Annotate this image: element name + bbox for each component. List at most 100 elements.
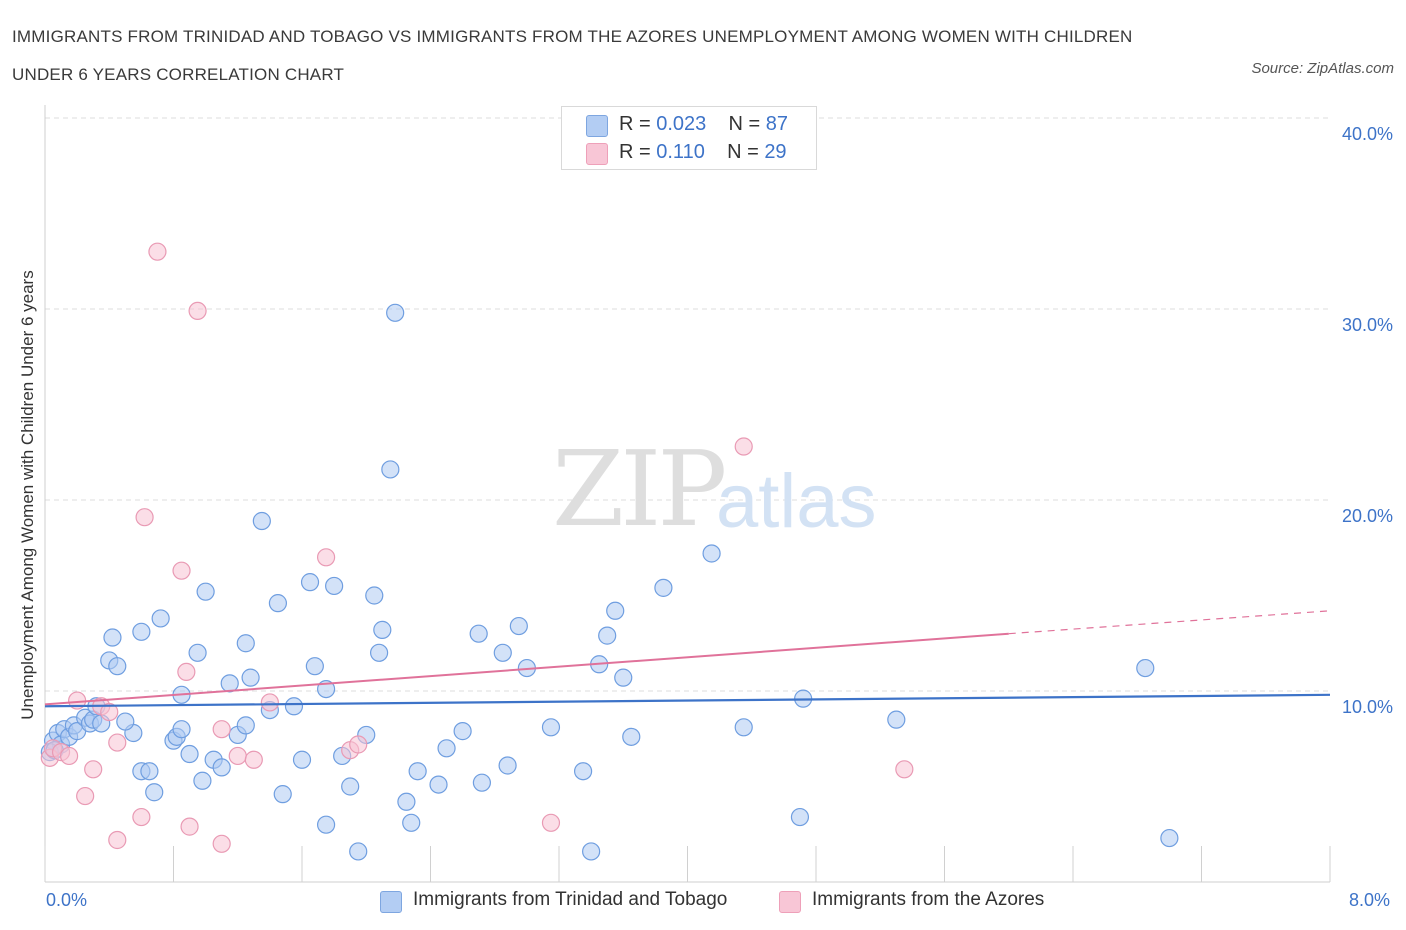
correlation-legend: R = 0.023 N = 87 R = 0.110 N = 29 <box>561 106 817 170</box>
bottom-legend-swatch-pink <box>779 891 801 913</box>
point-azores <box>135 508 154 527</box>
point-trinidad <box>614 668 633 687</box>
x-tick-max: 8.0% <box>1349 890 1391 910</box>
point-trinidad <box>397 792 416 811</box>
point-azores <box>76 786 95 806</box>
point-trinidad <box>305 657 324 676</box>
point-azores <box>734 437 753 456</box>
point-trinidad <box>292 750 312 769</box>
point-trinidad <box>103 628 122 647</box>
bottom-legend-swatch-blue <box>380 891 402 913</box>
point-azores <box>188 301 207 321</box>
legend-r-label: R = <box>619 141 657 163</box>
trend-line-trinidad <box>44 693 1331 708</box>
point-trinidad <box>437 739 456 758</box>
point-azores <box>212 834 231 853</box>
legend-r-value: 0.110 <box>656 141 705 163</box>
point-trinidad <box>268 594 288 613</box>
point-trinidad <box>180 744 199 764</box>
point-azores <box>180 817 199 836</box>
point-azores <box>84 760 103 779</box>
y-tick-40: 40.0% <box>1341 124 1393 144</box>
legend-swatch-blue <box>586 115 608 137</box>
watermark-atlas: atlas <box>716 459 877 544</box>
point-trinidad <box>606 601 625 620</box>
point-trinidad <box>188 643 207 662</box>
point-trinidad <box>151 609 170 628</box>
point-trinidad <box>241 668 260 687</box>
legend-r-value: 0.023 <box>656 113 707 135</box>
point-trinidad <box>284 697 304 716</box>
point-trinidad <box>140 762 159 781</box>
point-trinidad <box>622 727 641 746</box>
y-tick-30: 30.0% <box>1341 315 1393 335</box>
point-azores <box>316 548 336 567</box>
watermark: ZIP atlas <box>552 428 877 550</box>
point-trinidad <box>236 634 255 653</box>
point-trinidad <box>212 758 231 777</box>
point-azores <box>108 733 127 752</box>
point-azores <box>132 807 151 827</box>
point-trinidad <box>1136 658 1155 678</box>
point-trinidad <box>509 616 528 636</box>
point-trinidad <box>408 762 427 781</box>
point-azores <box>212 720 231 739</box>
point-azores <box>148 242 167 261</box>
point-azores <box>100 702 119 722</box>
point-trinidad <box>541 718 561 737</box>
point-trinidad <box>108 657 127 676</box>
point-trinidad <box>386 303 405 322</box>
trend-line-azores <box>44 632 1009 706</box>
chart-title: IMMIGRANTS FROM TRINIDAD AND TOBAGO VS I… <box>12 27 1133 84</box>
point-trinidad <box>172 720 191 739</box>
point-azores <box>244 750 263 769</box>
point-trinidad <box>193 771 212 790</box>
y-tick-10: 10.0% <box>1341 697 1393 717</box>
point-trinidad <box>453 722 472 741</box>
point-trinidad <box>300 573 320 592</box>
point-trinidad <box>341 777 360 796</box>
bottom-legend-label-pink: Immigrants from the Azores <box>812 889 1045 910</box>
point-trinidad <box>472 773 491 792</box>
point-trinidad <box>365 586 384 605</box>
point-trinidad <box>598 626 617 645</box>
source-label: Source: ZipAtlas.com <box>1251 60 1394 77</box>
point-trinidad <box>498 756 517 775</box>
point-azores <box>172 561 191 580</box>
point-trinidad <box>381 460 400 479</box>
legend-n-value: 87 <box>765 113 789 135</box>
point-trinidad <box>702 544 721 563</box>
point-trinidad <box>887 710 906 729</box>
grid-layer <box>45 117 1330 692</box>
point-trinidad <box>469 624 488 643</box>
point-azores <box>260 693 279 712</box>
legend-n-value: 29 <box>764 141 787 163</box>
point-trinidad <box>196 582 215 601</box>
point-trinidad <box>145 783 164 802</box>
point-azores <box>349 735 368 754</box>
point-azores <box>177 662 196 682</box>
point-trinidad <box>573 762 593 781</box>
y-tick-20: 20.0% <box>1341 506 1393 526</box>
legend-n-label: N = <box>728 113 766 135</box>
point-trinidad <box>370 643 389 662</box>
point-azores <box>59 746 79 766</box>
legend-n-label: N = <box>727 141 765 163</box>
point-trinidad <box>273 785 292 804</box>
point-azores <box>895 760 914 779</box>
point-trinidad <box>325 576 344 596</box>
point-trinidad <box>493 643 512 662</box>
point-azores <box>228 746 247 766</box>
point-trinidad <box>1160 828 1179 848</box>
point-trinidad <box>582 842 601 861</box>
trend-line-azores <box>1008 610 1331 635</box>
bottom-legend-label-blue: Immigrants from Trinidad and Tobago <box>413 889 728 910</box>
point-trinidad <box>116 712 135 731</box>
point-azores <box>541 813 561 832</box>
trend-layer <box>44 610 1331 708</box>
point-trinidad <box>402 813 421 832</box>
legend-r-label: R = <box>619 113 657 135</box>
point-trinidad <box>252 511 271 531</box>
watermark-zip: ZIP <box>552 428 724 550</box>
